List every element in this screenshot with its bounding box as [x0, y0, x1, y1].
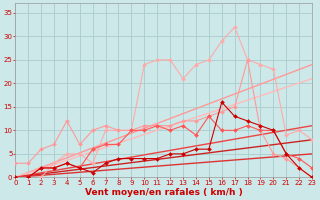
X-axis label: Vent moyen/en rafales ( km/h ): Vent moyen/en rafales ( km/h )	[85, 188, 243, 197]
